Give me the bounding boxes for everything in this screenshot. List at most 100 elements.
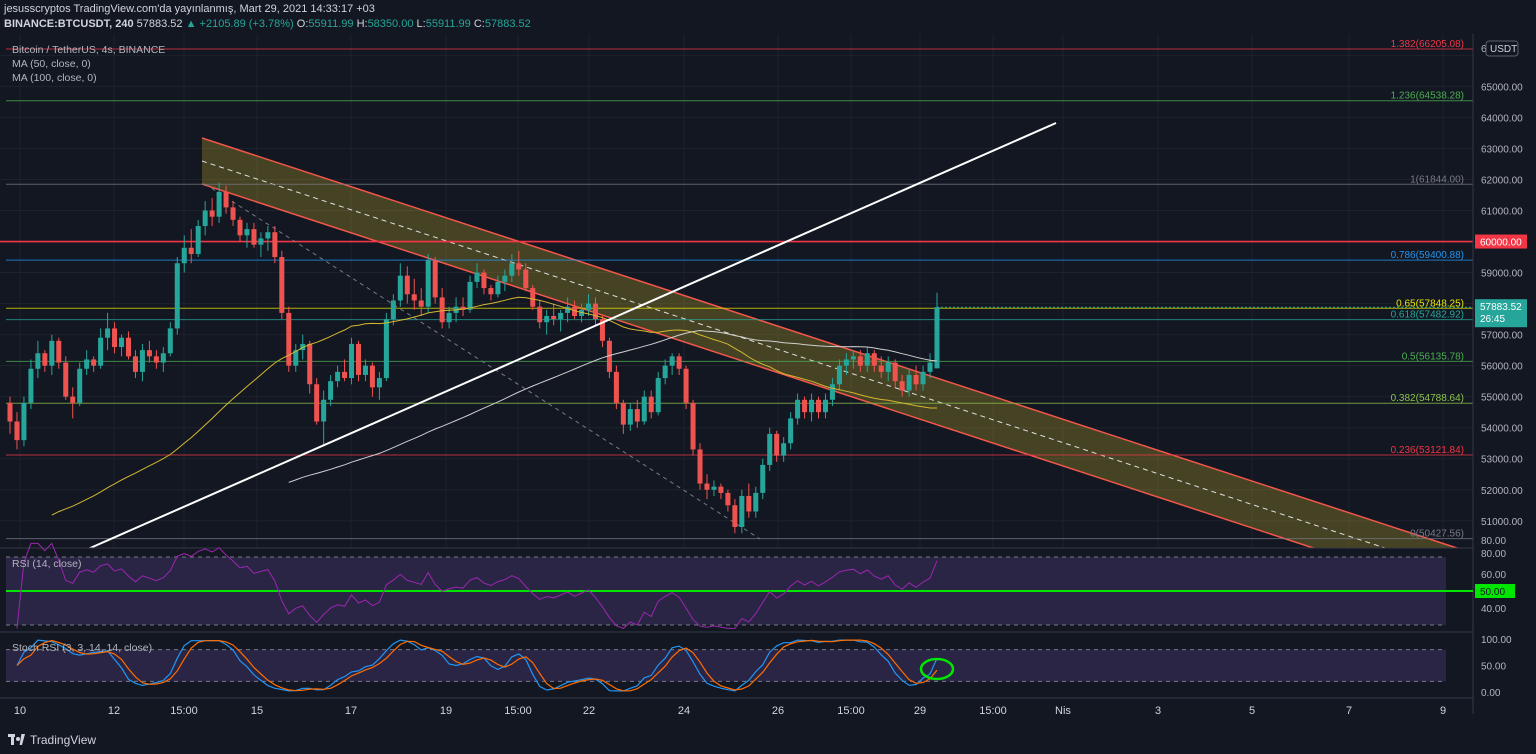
candle-body [641, 396, 647, 422]
candle-body [28, 368, 34, 403]
rsi-line [16, 542, 938, 629]
candle-body [634, 409, 640, 422]
candle-body [314, 384, 320, 422]
candle-body [390, 300, 396, 320]
candle-body [7, 402, 13, 422]
time-axis-tick: 19 [440, 705, 452, 717]
high-label: H: [356, 18, 368, 30]
candle-body [544, 316, 550, 323]
price-axis-tick: 6 [1481, 44, 1487, 55]
candle-body [760, 464, 766, 493]
candle-body [795, 399, 801, 419]
candle-body [648, 396, 654, 413]
stoch-rsi-legend[interactable]: Stoch RSI (3, 3, 14, 14, close) [12, 642, 153, 654]
candle-body [481, 272, 487, 289]
candle-body [35, 353, 41, 369]
candle-body [404, 275, 410, 295]
candle-body [662, 365, 668, 379]
candle-body [899, 381, 905, 391]
candle-body [816, 399, 822, 413]
candle-body [160, 353, 166, 363]
candle-body [913, 374, 919, 385]
stoch-k-line [16, 639, 938, 692]
candle-body [809, 399, 815, 413]
candle-body [77, 368, 83, 403]
candle-body [265, 232, 271, 239]
stoch-axis-tick: 50.00 [1481, 662, 1506, 673]
ma50-legend[interactable]: MA (50, close, 0) [12, 58, 91, 70]
tradingview-logo[interactable]: TradingView [8, 733, 96, 747]
price-axis-tick: 57000.00 [1481, 331, 1523, 342]
tradingview-brand: TradingView [30, 733, 97, 747]
candle-body [251, 229, 257, 245]
price-chart[interactable]: 1.382(66205.08) 1.236(64538.28) 1(61844.00… [0, 34, 1536, 728]
candle-body [439, 297, 445, 323]
price-axis-tick: 53000.00 [1481, 455, 1523, 466]
candle-body [718, 486, 724, 493]
price-axis-tick: 65000.00 [1481, 82, 1523, 93]
candle-body [781, 443, 787, 456]
candle-body [683, 368, 689, 403]
price-change: ▲ +2105.89 (+3.78%) [185, 18, 294, 30]
channel-upper-line [201, 137, 1461, 550]
candle-body [565, 306, 571, 313]
candle-body [14, 421, 20, 441]
candle-body [530, 288, 536, 307]
candle-body [181, 247, 187, 264]
time-axis-tick: 22 [583, 705, 595, 717]
candle-body [202, 210, 208, 227]
time-axis-tick: 15:00 [170, 705, 198, 717]
candle-body [627, 409, 633, 425]
candle-body [822, 399, 828, 413]
candle-body [774, 433, 780, 456]
ma100-line [288, 329, 938, 483]
chart-title-legend[interactable]: Bitcoin / TetherUS, 4s, BINANCE [12, 44, 166, 56]
candle-body [49, 340, 55, 366]
price-axis-tick: 56000.00 [1481, 362, 1523, 373]
open-value: 55911.99 [308, 18, 354, 30]
last-price-tag-label: 57883.52 [1480, 302, 1522, 313]
candle-body [620, 402, 626, 425]
candle-body [864, 353, 870, 366]
candle-body [362, 365, 368, 375]
candle-body [474, 272, 480, 282]
candle-body [223, 191, 229, 208]
price-axis-tick: 52000.00 [1481, 486, 1523, 497]
candle-body [84, 359, 90, 369]
price-axis-tick: 61000.00 [1481, 207, 1523, 218]
time-axis-tick: 12 [108, 705, 120, 717]
ma100-legend[interactable]: MA (100, close, 0) [12, 72, 97, 84]
candle-body [585, 303, 592, 310]
fib-level-label: 0.236(53121.84) [1391, 445, 1464, 456]
candle-body [21, 402, 27, 441]
candle-body [272, 232, 278, 258]
rsi-50-tag [1475, 584, 1515, 598]
publish-info: jesusscryptos TradingView.com'da yayınla… [4, 3, 375, 15]
candle-body [558, 312, 564, 320]
ma50-line [51, 296, 937, 516]
candle-body [98, 337, 104, 366]
price-axis-background [1473, 34, 1536, 728]
candle-body [516, 263, 522, 270]
fib-level-label: 0(50427.56) [1410, 529, 1464, 540]
time-axis-tick: Nis [1055, 705, 1071, 717]
candle-body [551, 316, 557, 320]
candle-body [349, 343, 355, 379]
close-label: C: [473, 18, 485, 30]
candle-body [188, 247, 194, 254]
time-axis-tick: 24 [678, 705, 690, 717]
candle-body [139, 350, 145, 372]
candle-body [132, 356, 138, 372]
candle-body [613, 371, 619, 403]
tradingview-logo-icon [8, 734, 26, 746]
candle-body [850, 356, 856, 360]
candle-body [488, 288, 494, 295]
candle-body [307, 343, 313, 385]
fib-level-label: 0.786(59400.88) [1391, 250, 1464, 261]
currency-label: USDT [1490, 44, 1517, 55]
fib-level-label: 1(61844.00) [1410, 174, 1464, 185]
time-axis-tick: 9 [1440, 705, 1446, 717]
rsi-legend[interactable]: RSI (14, close) [12, 558, 82, 570]
symbol-label[interactable]: BINANCE:BTCUSDT, 240 [4, 18, 134, 30]
candle-body [300, 343, 306, 351]
